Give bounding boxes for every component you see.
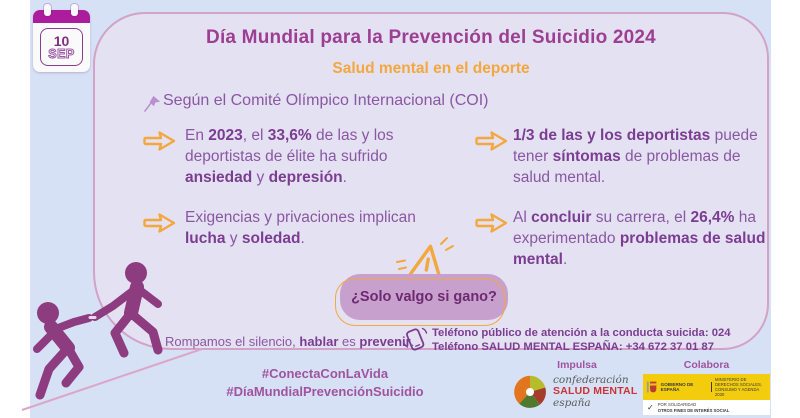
solidarity-line2: OTROS FINES DE INTERÉS SOCIAL <box>657 407 730 413</box>
arrow-right-icon <box>143 131 176 151</box>
confederacion-wordmark: confederación SALUD MENTAL españa <box>553 375 637 408</box>
calendar-icon: 10 SEP <box>33 4 90 72</box>
calendar-ring-icon <box>44 4 51 16</box>
calendar-month: SEP <box>48 46 75 61</box>
colabora-label: Colabora <box>683 359 730 371</box>
gobierno-text: GOBIERNO DE ESPAÑA <box>661 381 712 393</box>
source-line: Según el Comité Olímpico Internacional (… <box>163 92 489 109</box>
ministerio-text: MINISTERIO DE DERECHOS SOCIALES, CONSUMO… <box>714 376 762 398</box>
hashtags: #ConectaConLaVida #DíaMundialPrevenciónS… <box>140 365 510 400</box>
fact-anxiety-depression: En 2023, el 33,6% de las y los deportist… <box>185 127 394 186</box>
fact-one-third-symptoms: 1/3 de las y los deportistas puede tener… <box>513 127 758 186</box>
arrow-right-icon <box>143 213 176 233</box>
calendar-date: 10 SEP <box>40 28 83 66</box>
confederacion-line1: confederación <box>553 374 629 387</box>
arrow-right-icon <box>475 131 508 151</box>
calendar-day: 10 <box>53 32 70 49</box>
pushpin-icon <box>144 95 161 112</box>
helpline-salud-mental: Teléfono SALUD MENTAL ESPAÑA: +34 672 37… <box>432 341 714 354</box>
arrow-right-icon <box>475 213 508 233</box>
calendar-header-bar <box>33 10 90 23</box>
helpline-024: Teléfono público de atención a la conduc… <box>432 327 731 339</box>
solidarity-strip: ✓ POR SOLIDARIDAD OTROS FINES DE INTERÉS… <box>643 400 770 415</box>
helpline-numbers: Teléfono público de atención a la conduc… <box>432 326 731 354</box>
confederacion-line2: SALUD MENTAL <box>553 385 638 398</box>
phone-icon <box>402 327 428 351</box>
speech-bubble-text: ¿Solo valgo si gano? <box>351 289 497 305</box>
check-icon: ✓ <box>647 403 654 412</box>
confederacion-logo <box>514 375 546 408</box>
fact-struggle-loneliness: Exigencias y privaciones implican lucha … <box>185 209 416 247</box>
page-subtitle: Salud mental en el deporte <box>332 60 530 77</box>
colabora-block: Colabora GOBIERNO DE ESPAÑA MINISTERIO D… <box>643 359 770 415</box>
confederacion-line3: españa <box>553 396 591 409</box>
helping-figures-illustration <box>21 262 203 411</box>
hashtag-dia-mundial: #DíaMundialPrevenciónSuicidio <box>226 383 424 399</box>
impulsa-block: Impulsa confederación SALUD MENTAL españ… <box>512 359 642 410</box>
page-title: Día Mundial para la Prevención del Suici… <box>206 27 656 48</box>
silence-message: Rompamos el silencio, hablar es prevenir… <box>165 334 415 349</box>
coat-of-arms-icon <box>646 381 657 393</box>
main-panel: Día Mundial para la Prevención del Suici… <box>93 12 769 353</box>
solidarity-line1: POR SOLIDARIDAD <box>657 402 697 408</box>
calendar-ring-icon <box>71 4 78 16</box>
hashtag-conecta: #ConectaConLaVida <box>261 366 389 381</box>
fact-career-end: Al concluir su carrera, el 26,4% ha expe… <box>513 209 766 268</box>
speech-bubble: ¿Solo valgo si gano? <box>335 274 508 326</box>
impulsa-label: Impulsa <box>557 359 597 371</box>
gobierno-logo: GOBIERNO DE ESPAÑA MINISTERIO DE DERECHO… <box>643 374 770 400</box>
